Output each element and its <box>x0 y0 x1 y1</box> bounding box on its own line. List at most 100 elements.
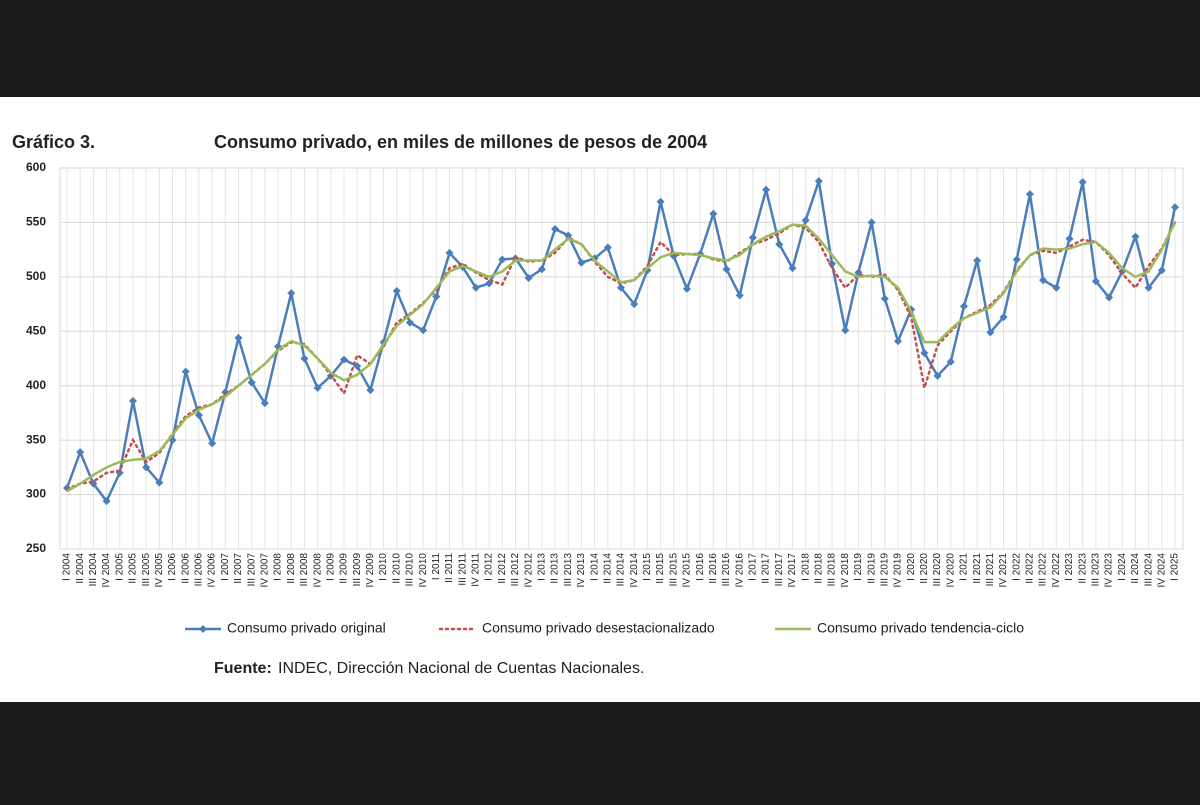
x-tick-label: I 2021 <box>959 553 970 581</box>
point-marker <box>577 258 586 267</box>
x-tick-label: III 2005 <box>141 553 152 587</box>
point-marker <box>788 264 797 273</box>
y-tick-label: 450 <box>26 323 46 337</box>
x-tick-label: I 2005 <box>114 553 125 581</box>
x-tick-label: I 2016 <box>695 553 706 581</box>
x-tick-label: IV 2009 <box>365 553 376 588</box>
point-marker <box>1012 255 1021 264</box>
x-tick-label: I 2007 <box>220 553 231 581</box>
x-tick-label: IV 2016 <box>734 553 745 588</box>
x-tick-label: I 2022 <box>1011 553 1022 581</box>
x-tick-label: III 2016 <box>721 553 732 587</box>
legend-marker <box>199 625 207 633</box>
point-marker <box>775 240 784 249</box>
point-marker <box>894 337 902 346</box>
x-tick-label: III 2023 <box>1090 553 1101 587</box>
x-tick-label: II 2007 <box>233 553 244 584</box>
point-marker <box>498 255 507 264</box>
x-tick-label: II 2009 <box>339 553 350 584</box>
x-tick-label: I 2020 <box>906 553 917 581</box>
x-tick-label: I 2010 <box>378 553 389 581</box>
point-marker <box>208 439 217 448</box>
y-tick-label: 550 <box>26 215 46 229</box>
point-marker <box>155 478 164 487</box>
point-marker <box>656 197 665 206</box>
x-tick-label: II 2023 <box>1077 553 1088 584</box>
x-tick-label: II 2024 <box>1130 553 1141 584</box>
point-marker <box>617 283 625 292</box>
x-tick-label: IV 2022 <box>1051 553 1062 588</box>
x-tick-label: II 2021 <box>972 553 983 584</box>
x-tick-label: I 2017 <box>748 553 759 581</box>
x-tick-label: IV 2015 <box>682 553 693 588</box>
x-tick-label: I 2012 <box>484 553 495 581</box>
x-tick-label: II 2017 <box>761 553 772 584</box>
point-marker <box>247 378 256 387</box>
point-marker <box>920 349 929 358</box>
point-marker <box>1144 283 1153 292</box>
x-tick-label: IV 2020 <box>945 553 956 588</box>
point-marker <box>986 328 995 337</box>
x-tick-label: II 2005 <box>128 553 139 584</box>
point-marker <box>933 371 942 380</box>
x-tick-label: I 2024 <box>1117 553 1128 581</box>
point-marker <box>234 333 243 342</box>
x-tick-label: IV 2019 <box>893 553 904 588</box>
point-marker <box>801 216 810 225</box>
x-tick-label: III 2010 <box>405 553 416 587</box>
x-tick-label: I 2014 <box>589 553 600 581</box>
source: INDEC, Dirección Nacional de Cuentas Nac… <box>278 660 644 677</box>
y-tick-label: 500 <box>26 269 46 283</box>
x-tick-label: III 2006 <box>194 553 205 587</box>
x-tick-label: II 2008 <box>286 553 297 584</box>
point-marker <box>603 243 612 252</box>
point-marker <box>1157 266 1166 275</box>
y-tick-label: 300 <box>26 487 46 501</box>
point-marker <box>1065 234 1074 243</box>
point-marker <box>682 284 691 293</box>
point-marker <box>630 300 639 309</box>
y-tick-label: 600 <box>26 160 46 174</box>
x-tick-label: I 2013 <box>536 553 547 581</box>
x-tick-label: II 2022 <box>1025 553 1036 584</box>
point-marker <box>551 224 560 233</box>
x-tick-label: II 2011 <box>444 553 455 583</box>
x-tick-label: III 2011 <box>457 553 468 586</box>
point-marker <box>1091 277 1100 286</box>
x-tick-label: IV 2006 <box>207 553 218 588</box>
x-tick-label: III 2007 <box>246 553 257 587</box>
point-marker <box>814 177 823 186</box>
point-marker <box>445 248 454 257</box>
point-marker <box>735 291 744 300</box>
chart-title: Consumo privado, en miles de millones de… <box>214 132 707 152</box>
y-tick-label: 400 <box>26 378 46 392</box>
x-tick-label: IV 2005 <box>154 553 165 588</box>
x-tick-label: I 2008 <box>273 553 284 581</box>
x-tick-label: III 2014 <box>616 553 627 587</box>
point-marker <box>128 396 137 405</box>
point-marker <box>432 292 441 301</box>
x-tick-label: II 2016 <box>708 553 719 584</box>
x-tick-label: III 2015 <box>668 553 679 587</box>
x-tick-label: II 2006 <box>180 553 191 584</box>
point-marker <box>999 313 1008 322</box>
x-tick-label: IV 2007 <box>259 553 270 588</box>
x-tick-label: II 2013 <box>550 553 561 584</box>
point-marker <box>537 265 546 274</box>
x-tick-label: IV 2021 <box>998 553 1009 588</box>
x-tick-label: IV 2012 <box>523 553 534 588</box>
y-tick-label: 350 <box>26 432 46 446</box>
point-marker <box>1039 276 1048 285</box>
x-tick-label: I 2025 <box>1170 553 1181 581</box>
x-tick-label: III 2009 <box>352 553 363 587</box>
x-tick-label: I 2004 <box>62 553 73 581</box>
x-tick-label: II 2012 <box>497 553 508 584</box>
point-marker <box>524 273 533 282</box>
point-marker <box>142 463 151 472</box>
point-marker <box>1052 283 1061 292</box>
x-tick-label: III 2022 <box>1038 553 1049 587</box>
chart-label: Gráfico 3. <box>12 132 95 152</box>
point-marker <box>959 302 968 311</box>
